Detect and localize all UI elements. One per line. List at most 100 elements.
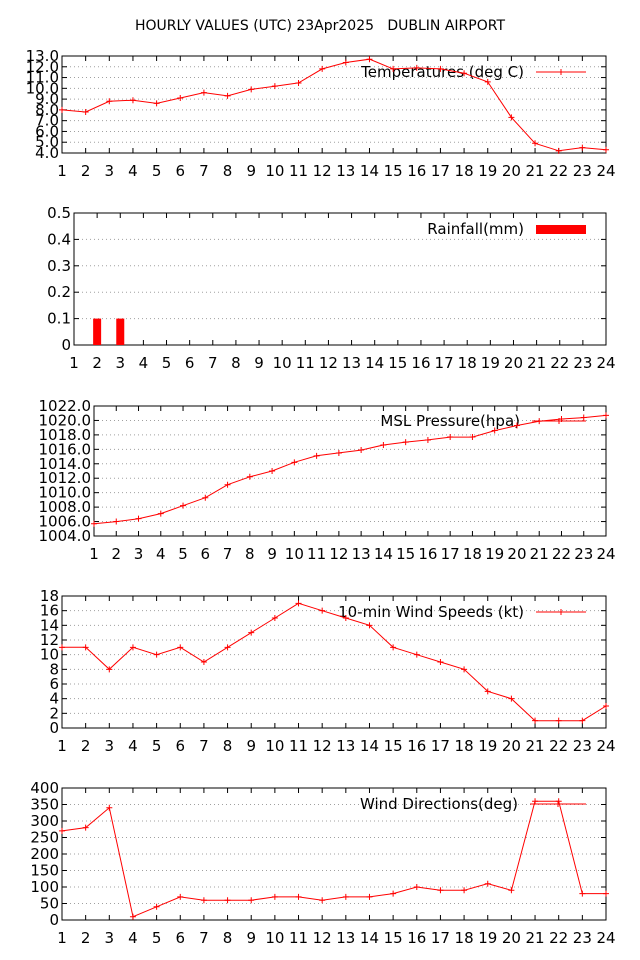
x-tick-label: 17	[441, 545, 460, 563]
chart-temperature: 4.05.06.07.08.09.010.011.012.013.01 2 3 4 5 6…	[26, 47, 616, 180]
y-tick-label: 7.0	[35, 112, 59, 130]
y-tick-label: 9.0	[35, 90, 59, 108]
data-point	[603, 412, 609, 419]
data-point	[82, 109, 89, 116]
x-tick-label: 24	[596, 737, 615, 755]
data-point	[603, 146, 609, 153]
legend-label: Temperatures (deg C)	[360, 63, 524, 81]
y-tick-label: 100	[30, 878, 59, 896]
data-point	[390, 890, 397, 897]
x-tick-label: 19	[478, 929, 497, 947]
x-tick-label: 2	[81, 162, 91, 180]
y-tick-label: 13.0	[26, 47, 59, 65]
data-point	[342, 59, 349, 66]
data-point	[366, 56, 373, 63]
y-tick-label: 250	[30, 829, 59, 847]
data-line	[61, 800, 606, 918]
x-tick-label: 6	[175, 162, 185, 180]
x-tick-label: 12	[313, 162, 332, 180]
data-point	[177, 95, 184, 102]
y-tick-label: 0.5	[47, 204, 71, 222]
x-tick-label: 10	[265, 162, 284, 180]
x-tick-label: 24	[596, 162, 615, 180]
x-tick-label: 13	[352, 545, 371, 563]
x-tick-label: 19	[485, 545, 504, 563]
data-point	[82, 824, 89, 831]
x-tick-label: 14	[365, 354, 384, 372]
x-tick-label: 9	[254, 354, 264, 372]
y-tick-label: 12.0	[26, 58, 59, 76]
x-tick-label: 10	[285, 545, 304, 563]
x-tick-label: 14	[374, 545, 393, 563]
data-point	[271, 83, 278, 90]
x-tick-label: 10	[265, 737, 284, 755]
x-tick-label: 2	[111, 545, 121, 563]
data-point	[319, 607, 326, 614]
chart-pressure: 1004.01006.01008.01010.01012.01014.01016…	[39, 397, 616, 563]
data-point	[580, 414, 587, 421]
plot-frame	[93, 405, 607, 537]
x-tick-label: 3	[115, 354, 125, 372]
data-point	[413, 651, 420, 658]
data-point	[271, 893, 278, 900]
x-tick-label: 20	[502, 737, 521, 755]
data-point	[402, 439, 409, 446]
data-point	[202, 494, 209, 501]
data-point	[271, 615, 278, 621]
x-tick-label: 18	[455, 737, 474, 755]
x-tick-label: 20	[504, 354, 523, 372]
data-point	[106, 666, 113, 673]
data-point	[532, 798, 539, 805]
data-point	[177, 893, 184, 900]
x-tick-label: 4	[128, 162, 138, 180]
y-tick-label: 350	[30, 796, 59, 814]
x-tick-label: 22	[552, 545, 571, 563]
data-point	[59, 644, 65, 651]
data-point	[335, 449, 342, 456]
legend-key-marker	[555, 801, 561, 807]
data-point	[366, 893, 373, 900]
data-point	[484, 78, 491, 85]
x-tick-label: 18	[463, 545, 482, 563]
y-tick-label: 16	[40, 602, 59, 620]
data-point	[484, 688, 491, 695]
data-point	[513, 422, 520, 429]
x-tick-label: 15	[384, 737, 403, 755]
x-tick-label: 15	[396, 545, 415, 563]
x-tick-label: 11	[307, 545, 326, 563]
y-tick-label: 0.4	[47, 230, 71, 248]
x-tick-label: 7	[199, 929, 209, 947]
x-tick-label: 15	[384, 162, 403, 180]
y-tick-label: 0.2	[47, 283, 71, 301]
y-tick-label: 0.3	[47, 257, 71, 275]
y-tick-label: 1018.0	[39, 426, 92, 444]
data-point	[106, 98, 113, 105]
x-tick-label: 3	[134, 545, 144, 563]
x-tick-label: 8	[223, 162, 233, 180]
x-tick-label: 12	[319, 354, 338, 372]
data-point	[224, 92, 231, 99]
data-point	[437, 887, 444, 894]
y-tick-label: 1012.0	[39, 469, 92, 487]
data-point	[358, 447, 365, 454]
data-point	[153, 903, 160, 910]
x-tick-label: 8	[223, 929, 233, 947]
data-point	[532, 717, 539, 724]
plot-frame	[73, 212, 607, 346]
x-tick-label: 22	[549, 162, 568, 180]
plot-frame	[61, 595, 607, 729]
x-tick-label: 14	[360, 929, 379, 947]
y-tick-label: 1022.0	[39, 397, 92, 415]
data-point	[180, 502, 187, 509]
y-tick-label: 10	[40, 646, 59, 664]
x-tick-label: 16	[407, 162, 426, 180]
x-tick-label: 20	[502, 162, 521, 180]
y-tick-label: 8.0	[35, 101, 59, 119]
x-tick-label: 5	[162, 354, 172, 372]
data-point	[295, 600, 302, 607]
x-tick-label: 8	[231, 354, 241, 372]
y-tick-label: 8	[49, 660, 59, 678]
data-point	[579, 890, 586, 897]
data-point	[342, 893, 349, 900]
